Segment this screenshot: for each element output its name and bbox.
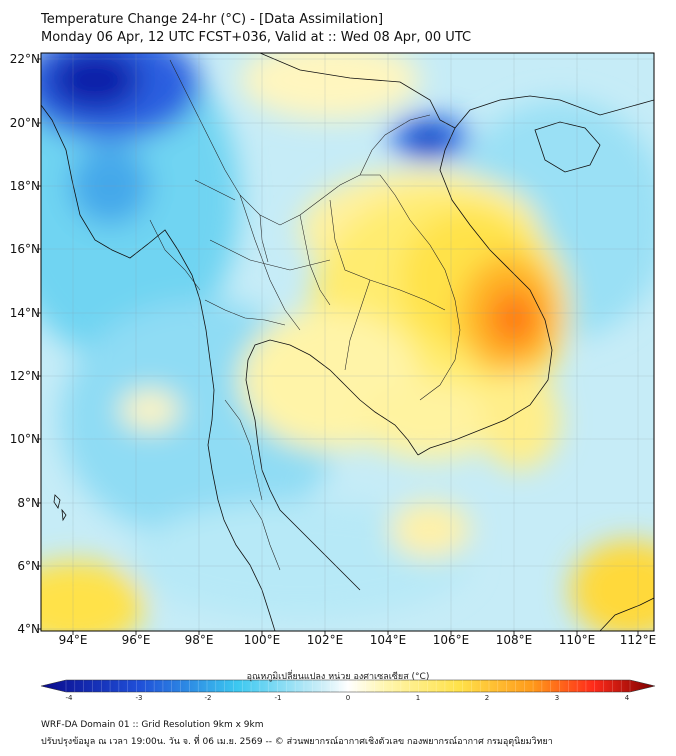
colorbar-tick: 1	[415, 694, 421, 702]
lat-label-4n: 4°N	[17, 622, 40, 636]
lat-label-12n: 12°N	[9, 369, 40, 383]
lat-label-6n: 6°N	[17, 559, 40, 573]
colorbar	[40, 679, 656, 693]
colorbar-tick: 4	[624, 694, 630, 702]
map-frame	[40, 52, 655, 632]
lat-label-14n: 14°N	[9, 306, 40, 320]
coastlines	[41, 53, 654, 631]
lon-label-110e: 110°E	[558, 633, 596, 647]
lon-label-106e: 106°E	[432, 633, 470, 647]
colorbar-tick: 0	[345, 694, 351, 702]
footer-credit: ปรับปรุงข้อมูล ณ เวลา 19:00น. วัน จ. ที่…	[41, 737, 553, 747]
colorbar-tick: -4	[65, 694, 73, 702]
admin-borders	[149, 59, 461, 571]
lon-label-96e: 96°E	[121, 633, 151, 647]
lat-label-22n: 22°N	[9, 52, 40, 66]
footer-model-info: WRF-DA Domain 01 :: Grid Resolution 9km …	[41, 720, 264, 730]
colorbar-tick: -3	[135, 694, 143, 702]
lon-label-104e: 104°E	[369, 633, 407, 647]
lon-label-102e: 102°E	[306, 633, 344, 647]
graticule	[41, 53, 654, 631]
lat-label-10n: 10°N	[9, 432, 40, 446]
colorbar-title: อุณหภูมิเปลี่ยนแปลง หน่วย องศาเซลเซียส (…	[246, 672, 430, 682]
colorbar-tick: -1	[274, 694, 282, 702]
lat-label-20n: 20°N	[9, 116, 40, 130]
lat-label-8n: 8°N	[17, 496, 40, 510]
colorbar-tick: 3	[554, 694, 560, 702]
lat-label-18n: 18°N	[9, 179, 40, 193]
lat-label-16n: 16°N	[9, 242, 40, 256]
colorbar-bar	[40, 679, 656, 693]
lon-label-100e: 100°E	[243, 633, 281, 647]
lon-label-98e: 98°E	[184, 633, 214, 647]
colorbar-tick: 2	[484, 694, 490, 702]
lon-label-94e: 94°E	[58, 633, 88, 647]
map-title: Temperature Change 24-hr (°C) - [Data As…	[41, 12, 384, 27]
lon-label-108e: 108°E	[495, 633, 533, 647]
colorbar-tick: -2	[204, 694, 212, 702]
temperature-field	[41, 53, 654, 631]
lon-label-112e: 112°E	[619, 633, 657, 647]
map-subtitle: Monday 06 Apr, 12 UTC FCST+036, Valid at…	[41, 30, 472, 45]
